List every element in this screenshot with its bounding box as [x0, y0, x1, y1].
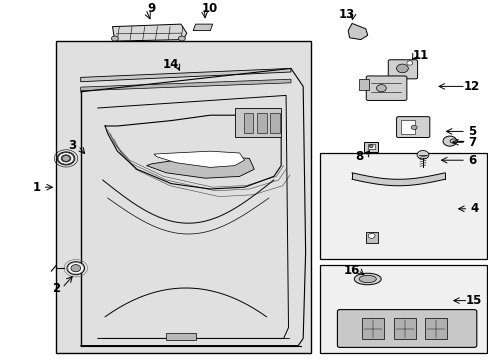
- Bar: [425, 318, 447, 339]
- Text: 5: 5: [467, 125, 475, 138]
- Circle shape: [406, 61, 412, 65]
- Bar: [256, 113, 266, 133]
- Circle shape: [367, 233, 374, 238]
- Circle shape: [416, 150, 428, 159]
- Ellipse shape: [353, 273, 381, 285]
- Text: 14: 14: [163, 58, 179, 71]
- Polygon shape: [81, 79, 290, 91]
- Bar: [56, 41, 310, 353]
- Ellipse shape: [358, 275, 376, 283]
- Bar: [269, 113, 279, 133]
- Bar: [243, 113, 253, 133]
- Circle shape: [57, 152, 75, 165]
- Text: 1: 1: [33, 181, 41, 194]
- Bar: [367, 144, 374, 149]
- Polygon shape: [112, 24, 186, 41]
- Polygon shape: [81, 68, 290, 82]
- Text: 8: 8: [355, 150, 363, 163]
- Circle shape: [67, 262, 84, 275]
- Polygon shape: [193, 24, 212, 31]
- Circle shape: [376, 85, 386, 92]
- Text: 4: 4: [469, 202, 477, 215]
- Bar: [320, 153, 486, 259]
- Polygon shape: [154, 151, 244, 167]
- Text: 16: 16: [343, 264, 360, 276]
- Circle shape: [71, 265, 81, 272]
- Circle shape: [178, 36, 185, 41]
- Polygon shape: [234, 108, 281, 137]
- FancyBboxPatch shape: [387, 60, 417, 79]
- Bar: [365, 232, 377, 243]
- Polygon shape: [347, 23, 367, 40]
- Circle shape: [396, 64, 407, 73]
- Text: 13: 13: [338, 8, 355, 21]
- Circle shape: [442, 136, 456, 146]
- Bar: [400, 120, 414, 134]
- FancyBboxPatch shape: [366, 76, 406, 100]
- Circle shape: [61, 155, 71, 162]
- Text: 10: 10: [202, 3, 218, 15]
- Polygon shape: [146, 157, 254, 178]
- Text: 15: 15: [465, 294, 482, 307]
- FancyBboxPatch shape: [337, 310, 476, 347]
- FancyBboxPatch shape: [396, 117, 429, 138]
- Ellipse shape: [449, 139, 457, 143]
- Bar: [359, 79, 368, 90]
- Text: 3: 3: [68, 139, 76, 152]
- Bar: [393, 318, 415, 339]
- Circle shape: [111, 36, 118, 41]
- Text: 9: 9: [147, 3, 155, 15]
- Text: 7: 7: [467, 136, 475, 149]
- Bar: [361, 318, 383, 339]
- Bar: [363, 142, 378, 152]
- Bar: [320, 265, 486, 353]
- Circle shape: [410, 125, 416, 130]
- Text: 12: 12: [463, 80, 479, 93]
- Text: 6: 6: [467, 154, 475, 167]
- Circle shape: [368, 145, 372, 148]
- Text: 2: 2: [52, 282, 60, 294]
- Bar: [166, 333, 195, 340]
- Text: 11: 11: [411, 49, 428, 62]
